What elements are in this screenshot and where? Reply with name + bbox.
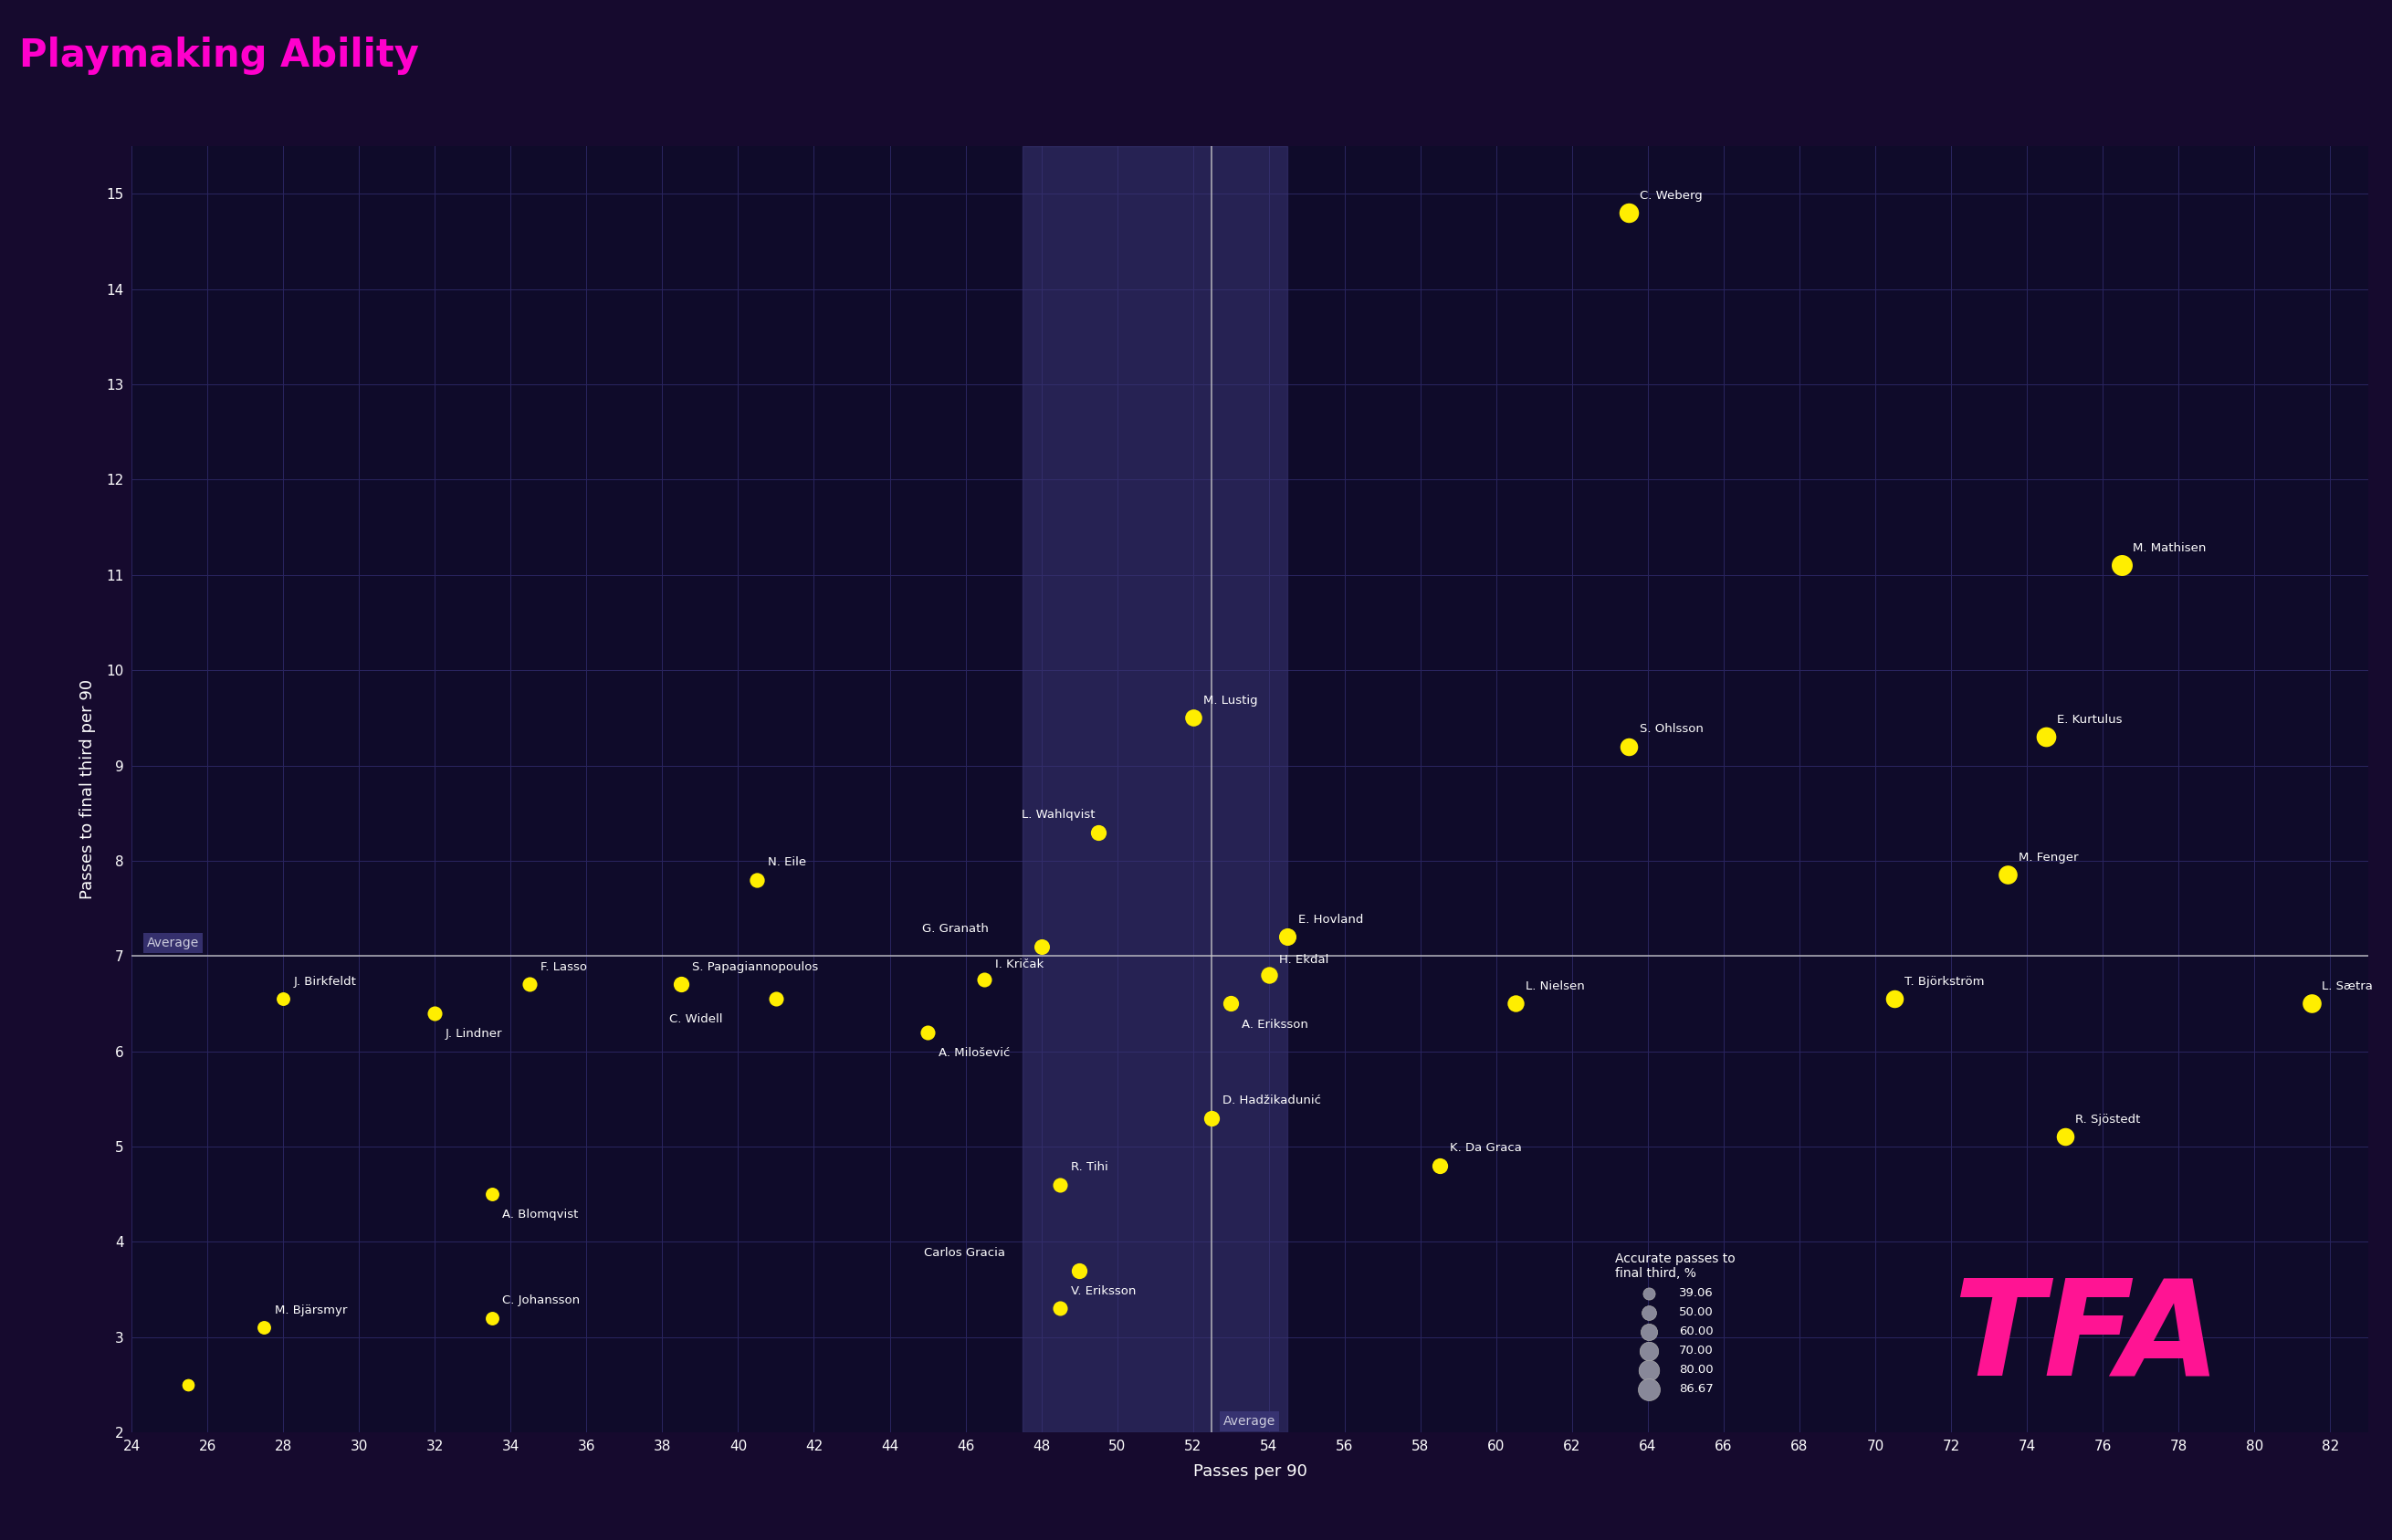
Text: Average: Average: [1222, 1415, 1275, 1428]
Text: K. Da Graca: K. Da Graca: [1450, 1143, 1521, 1153]
Point: [170, 1372, 208, 1397]
Legend: 39.06, 50.00, 60.00, 70.00, 80.00, 86.67: 39.06, 50.00, 60.00, 70.00, 80.00, 86.67: [1603, 1241, 1746, 1408]
Point: [2292, 992, 2330, 1016]
Point: [2103, 553, 2141, 578]
Text: L. Wahlqvist: L. Wahlqvist: [1021, 808, 1096, 821]
Text: TFA: TFA: [1954, 1274, 2220, 1403]
Point: [1041, 1297, 1079, 1321]
Text: M. Bjärsmyr: M. Bjärsmyr: [275, 1304, 347, 1317]
Point: [263, 987, 301, 1012]
Text: A. Eriksson: A. Eriksson: [1241, 1018, 1308, 1030]
Point: [416, 1001, 454, 1026]
Text: M. Mathisen: M. Mathisen: [2131, 542, 2205, 554]
Point: [1495, 992, 1533, 1016]
Point: [1194, 1106, 1232, 1130]
Text: C. Johansson: C. Johansson: [502, 1295, 579, 1306]
Point: [1079, 819, 1117, 844]
Text: G. Granath: G. Granath: [921, 922, 988, 935]
Text: C. Widell: C. Widell: [670, 1013, 722, 1026]
Point: [509, 972, 548, 996]
Text: E. Kurtulus: E. Kurtulus: [2057, 713, 2122, 725]
Point: [1021, 935, 1060, 959]
Text: L. Sætra: L. Sætra: [2323, 981, 2373, 992]
Text: T. Björkström: T. Björkström: [1904, 975, 1985, 987]
Point: [1421, 1153, 1459, 1178]
Text: A. Milošević: A. Milošević: [938, 1047, 1009, 1060]
Text: H. Ekdal: H. Ekdal: [1280, 953, 1330, 966]
Point: [663, 972, 701, 996]
Point: [1060, 1258, 1098, 1283]
Point: [2045, 1124, 2083, 1149]
Text: M. Lustig: M. Lustig: [1203, 695, 1258, 707]
Text: N. Eile: N. Eile: [768, 856, 806, 869]
Text: J. Lindner: J. Lindner: [445, 1027, 502, 1040]
Text: A. Blomqvist: A. Blomqvist: [502, 1209, 579, 1221]
Text: I. Kričak: I. Kričak: [995, 958, 1043, 970]
Point: [1249, 962, 1287, 987]
Point: [909, 1019, 947, 1044]
Point: [474, 1306, 512, 1331]
Text: J. Birkfeldt: J. Birkfeldt: [294, 975, 356, 987]
Point: [1610, 735, 1648, 759]
Text: Carlos Gracia: Carlos Gracia: [923, 1247, 1005, 1258]
Point: [1875, 987, 1914, 1012]
Point: [1268, 924, 1306, 949]
Text: Average: Average: [146, 936, 199, 949]
Text: M. Fenger: M. Fenger: [2019, 852, 2079, 864]
Text: Playmaking Ability: Playmaking Ability: [19, 37, 419, 74]
Text: D. Hadžikadunić: D. Hadžikadunić: [1222, 1095, 1320, 1106]
Point: [756, 987, 794, 1012]
Point: [2026, 724, 2064, 748]
Text: F. Lasso: F. Lasso: [541, 961, 586, 973]
Text: V. Eriksson: V. Eriksson: [1072, 1284, 1136, 1297]
Text: R. Tihi: R. Tihi: [1072, 1161, 1107, 1173]
Text: E. Hovland: E. Hovland: [1299, 913, 1363, 926]
X-axis label: Passes per 90: Passes per 90: [1194, 1463, 1306, 1480]
Text: C. Weberg: C. Weberg: [1639, 189, 1703, 202]
Point: [244, 1315, 282, 1340]
Point: [1174, 705, 1213, 730]
Text: S. Papagiannopoulos: S. Papagiannopoulos: [691, 961, 818, 973]
Text: S. Ohlsson: S. Ohlsson: [1639, 724, 1703, 735]
Point: [737, 867, 775, 892]
Point: [1041, 1172, 1079, 1197]
Point: [1988, 862, 2026, 887]
Point: [1610, 200, 1648, 225]
Text: R. Sjöstedt: R. Sjöstedt: [2076, 1113, 2141, 1126]
Text: L. Nielsen: L. Nielsen: [1526, 981, 1586, 992]
Bar: [1021, 146, 1287, 1432]
Point: [170, 1372, 208, 1397]
Y-axis label: Passes to final third per 90: Passes to final third per 90: [79, 679, 96, 899]
Point: [1213, 992, 1251, 1016]
Point: [966, 967, 1005, 992]
Point: [474, 1181, 512, 1206]
